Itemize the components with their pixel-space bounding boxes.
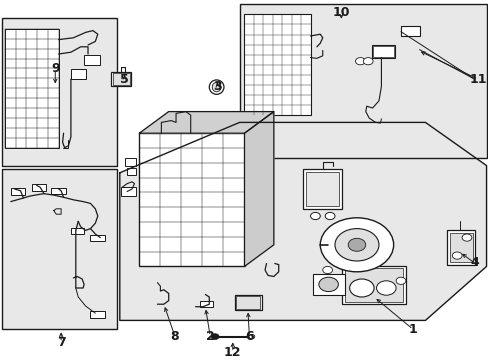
Bar bbox=[113, 73, 129, 85]
Ellipse shape bbox=[212, 82, 221, 92]
Circle shape bbox=[318, 277, 338, 292]
Bar bbox=[2, 18, 117, 166]
Ellipse shape bbox=[209, 80, 224, 94]
Bar bbox=[236, 296, 260, 309]
Bar bbox=[71, 228, 84, 234]
Text: 7: 7 bbox=[57, 336, 65, 349]
Bar bbox=[84, 55, 100, 65]
Text: 12: 12 bbox=[224, 346, 241, 359]
Circle shape bbox=[451, 252, 461, 259]
Text: 9: 9 bbox=[51, 62, 60, 75]
Circle shape bbox=[363, 58, 372, 65]
Polygon shape bbox=[139, 112, 273, 133]
Text: 1: 1 bbox=[408, 323, 417, 336]
Circle shape bbox=[211, 334, 219, 339]
Circle shape bbox=[248, 334, 254, 339]
Bar bbox=[234, 295, 261, 310]
Bar bbox=[305, 172, 338, 206]
Circle shape bbox=[334, 229, 378, 261]
Circle shape bbox=[325, 212, 334, 220]
Circle shape bbox=[395, 277, 405, 284]
Bar bbox=[71, 69, 85, 79]
Bar bbox=[239, 4, 486, 158]
Bar bbox=[449, 233, 472, 262]
Bar bbox=[51, 188, 66, 194]
Bar bbox=[5, 29, 59, 148]
Bar bbox=[312, 274, 344, 295]
Bar bbox=[244, 14, 310, 115]
Text: 5: 5 bbox=[120, 73, 129, 86]
Circle shape bbox=[347, 238, 365, 251]
Circle shape bbox=[322, 266, 332, 274]
Bar bbox=[11, 188, 25, 195]
Bar bbox=[447, 230, 474, 265]
Circle shape bbox=[355, 58, 365, 65]
Text: 8: 8 bbox=[170, 330, 179, 343]
Bar bbox=[342, 266, 405, 304]
Bar bbox=[90, 235, 105, 241]
Circle shape bbox=[376, 281, 395, 295]
Bar bbox=[400, 26, 419, 36]
Polygon shape bbox=[120, 122, 486, 320]
Bar bbox=[139, 133, 244, 266]
Text: 10: 10 bbox=[332, 6, 349, 19]
Text: 6: 6 bbox=[244, 330, 253, 343]
Bar bbox=[199, 301, 212, 307]
Bar bbox=[344, 268, 403, 302]
Bar bbox=[371, 45, 394, 58]
Bar bbox=[2, 169, 117, 329]
Bar bbox=[111, 72, 131, 86]
Bar bbox=[372, 46, 393, 57]
Text: 3: 3 bbox=[213, 80, 222, 93]
Circle shape bbox=[310, 212, 320, 220]
Text: 11: 11 bbox=[468, 73, 486, 86]
Bar bbox=[124, 158, 136, 166]
Text: 2: 2 bbox=[205, 330, 214, 343]
Circle shape bbox=[320, 218, 393, 272]
Text: 4: 4 bbox=[469, 256, 478, 269]
Circle shape bbox=[349, 279, 373, 297]
Bar bbox=[303, 169, 342, 209]
Bar bbox=[90, 311, 105, 318]
Bar bbox=[127, 168, 136, 175]
Bar bbox=[32, 184, 46, 191]
Polygon shape bbox=[244, 112, 273, 266]
Circle shape bbox=[461, 234, 471, 241]
Bar bbox=[121, 187, 136, 196]
